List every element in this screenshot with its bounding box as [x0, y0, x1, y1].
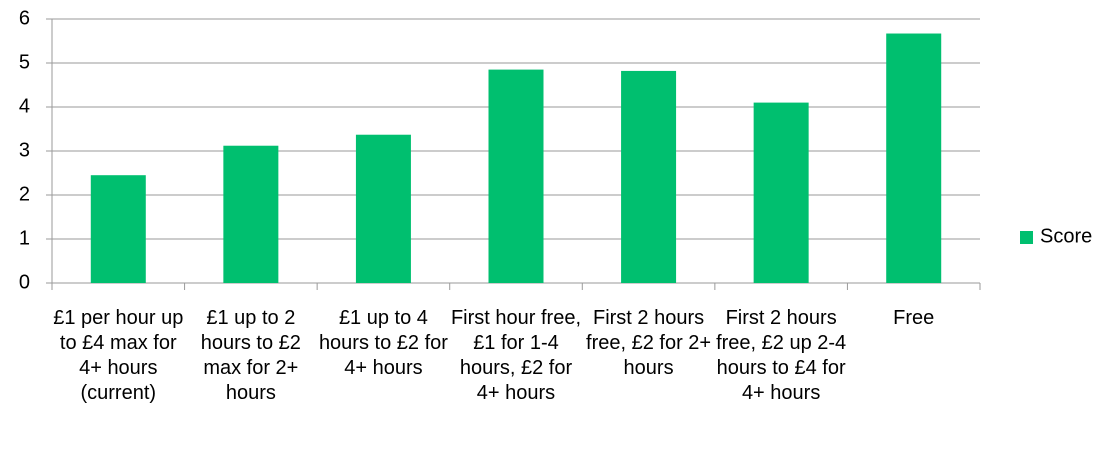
y-tick-label: 2 [19, 183, 30, 205]
bar [355, 134, 411, 283]
x-tick-label: First 2 hours free, £2 for 2+ hours [586, 307, 712, 379]
x-tick-label: £1 up to 4 hours to £2 for 4+ hours [318, 307, 448, 379]
bar [753, 102, 809, 283]
y-tick-label: 1 [19, 227, 30, 249]
legend-swatch [1020, 231, 1033, 244]
x-tick-label: First 2 hours free, £2 up 2-4 hours to £… [716, 307, 847, 404]
bar [223, 145, 279, 283]
legend-label: Score [1040, 225, 1092, 247]
y-tick-label: 6 [19, 7, 30, 29]
y-tick-label: 5 [19, 51, 30, 73]
bar [90, 175, 146, 283]
bar [621, 70, 677, 283]
x-tick-label: £1 up to 2 hours to £2 max for 2+ hours [200, 307, 301, 404]
y-tick-label: 4 [19, 95, 30, 117]
x-tick-label: First hour free, £1 for 1-4 hours, £2 fo… [450, 307, 582, 404]
y-tick-label: 3 [19, 139, 30, 161]
x-tick-label: Free [893, 307, 935, 329]
x-tick-label: £1 per hour up to £4 max for 4+ hours (c… [53, 307, 184, 404]
bar [886, 33, 942, 283]
y-tick-label: 0 [19, 271, 30, 293]
bar [488, 69, 544, 283]
